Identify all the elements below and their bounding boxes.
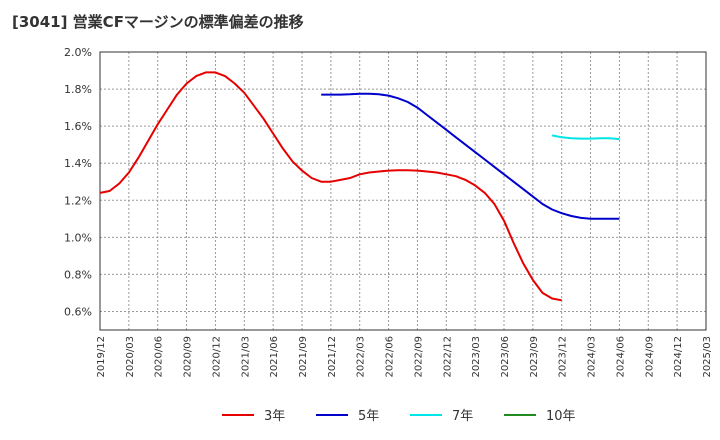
y-tick-label: 1.6%	[64, 120, 92, 133]
x-tick-label: 2019/12	[96, 336, 107, 378]
x-tick-label: 2023/06	[500, 336, 511, 378]
x-tick-label: 2023/03	[471, 336, 482, 378]
x-tick-label: 2025/03	[702, 336, 713, 378]
y-tick-label: 1.8%	[64, 83, 92, 96]
chart-title: [3041] 営業CFマージンの標準偏差の推移	[12, 13, 304, 31]
y-tick-label: 0.8%	[64, 268, 92, 281]
x-tick-label: 2020/06	[154, 336, 165, 378]
x-tick-label: 2021/12	[327, 336, 338, 378]
x-tick-label: 2022/09	[413, 336, 424, 378]
y-tick-label: 2.0%	[64, 46, 92, 59]
y-tick-label: 1.0%	[64, 231, 92, 244]
x-tick-label: 2024/03	[587, 336, 598, 378]
series-line-0	[99, 71, 562, 302]
x-tick-label: 2024/12	[673, 336, 684, 378]
x-tick-label: 2021/09	[298, 336, 309, 378]
x-tick-label: 2022/06	[385, 336, 396, 378]
series-line-1	[321, 92, 620, 220]
x-tick-label: 2024/06	[615, 336, 626, 378]
x-tick-label: 2021/06	[269, 336, 280, 378]
x-tick-label: 2020/09	[183, 336, 194, 378]
plot-frame	[99, 51, 707, 331]
x-tick-label: 2022/12	[442, 336, 453, 378]
y-tick-label: 0.6%	[64, 305, 92, 318]
legend-label-3: 10年	[546, 409, 576, 424]
legend-label-2: 7年	[452, 409, 473, 424]
y-tick-label: 1.4%	[64, 157, 92, 170]
x-tick-label: 2020/03	[125, 336, 136, 378]
x-tick-label: 2021/03	[240, 336, 251, 378]
x-tick-label: 2020/12	[211, 336, 222, 378]
legend-label-1: 5年	[358, 409, 379, 424]
x-tick-label: 2023/12	[558, 336, 569, 378]
y-tick-label: 1.2%	[64, 194, 92, 207]
x-tick-label: 2023/09	[529, 336, 540, 378]
x-tick-label: 2024/09	[644, 336, 655, 378]
legend-label-0: 3年	[264, 409, 285, 424]
series-line-2	[551, 134, 620, 141]
x-tick-label: 2022/03	[356, 336, 367, 378]
